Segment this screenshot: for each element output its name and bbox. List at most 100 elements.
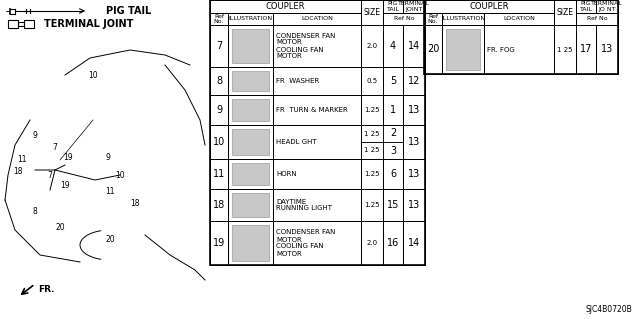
Text: 20: 20 bbox=[55, 224, 65, 233]
Text: 1.25: 1.25 bbox=[364, 171, 380, 177]
Text: 1: 1 bbox=[390, 105, 396, 115]
Bar bbox=[228, 221, 273, 265]
Bar bbox=[273, 67, 361, 95]
Text: ILLUSTRATION: ILLUSTRATION bbox=[441, 17, 485, 21]
Text: 7: 7 bbox=[216, 41, 222, 51]
Text: FR  TURN & MARKER: FR TURN & MARKER bbox=[276, 107, 348, 113]
Text: Ref
No.: Ref No. bbox=[214, 14, 224, 24]
Bar bbox=[210, 95, 228, 125]
Text: 2.0: 2.0 bbox=[367, 43, 378, 49]
Text: Ref No: Ref No bbox=[587, 17, 607, 21]
Text: COUPLER: COUPLER bbox=[266, 2, 305, 11]
Bar bbox=[232, 163, 269, 185]
Text: COUPLER: COUPLER bbox=[469, 2, 509, 11]
Bar bbox=[361, 221, 383, 265]
Bar bbox=[210, 67, 228, 95]
Bar bbox=[383, 0, 403, 13]
Bar bbox=[361, 0, 383, 25]
Text: TERMINAL
JOINT: TERMINAL JOINT bbox=[398, 1, 430, 12]
Bar bbox=[361, 95, 383, 125]
Bar bbox=[361, 25, 383, 67]
Text: 10: 10 bbox=[88, 70, 98, 79]
Text: 0.5: 0.5 bbox=[367, 78, 378, 84]
Text: HORN: HORN bbox=[276, 171, 296, 177]
Bar bbox=[228, 189, 273, 221]
Bar bbox=[424, 25, 442, 74]
Bar bbox=[273, 125, 361, 159]
Text: FR. FOG: FR. FOG bbox=[487, 47, 515, 53]
Text: 11: 11 bbox=[213, 169, 225, 179]
Bar bbox=[232, 129, 269, 155]
Bar bbox=[210, 25, 228, 67]
Bar bbox=[424, 13, 442, 25]
Bar bbox=[383, 142, 403, 159]
Bar bbox=[403, 25, 425, 67]
Text: 12: 12 bbox=[408, 76, 420, 86]
Bar bbox=[554, 25, 576, 74]
Bar bbox=[232, 29, 269, 63]
Text: CONDENSER FAN
MOTOR
COOLING FAN
MOTOR: CONDENSER FAN MOTOR COOLING FAN MOTOR bbox=[276, 33, 335, 60]
Text: PIG
TAIL: PIG TAIL bbox=[579, 1, 593, 12]
Text: 15: 15 bbox=[387, 200, 399, 210]
Bar bbox=[484, 25, 554, 74]
Bar bbox=[361, 159, 383, 189]
Text: PIG TAIL: PIG TAIL bbox=[106, 6, 151, 16]
Bar bbox=[484, 13, 554, 25]
Text: 8: 8 bbox=[33, 207, 37, 217]
Bar bbox=[228, 95, 273, 125]
Text: 7: 7 bbox=[52, 144, 58, 152]
Bar bbox=[383, 125, 403, 142]
Bar bbox=[403, 189, 425, 221]
Text: 1.25: 1.25 bbox=[364, 202, 380, 208]
Bar bbox=[576, 0, 596, 13]
Bar bbox=[8, 20, 18, 28]
Bar bbox=[228, 125, 273, 159]
Bar bbox=[383, 67, 403, 95]
Bar bbox=[210, 0, 361, 13]
Text: 13: 13 bbox=[408, 200, 420, 210]
Bar bbox=[210, 159, 228, 189]
Bar bbox=[273, 189, 361, 221]
Text: 13: 13 bbox=[601, 44, 613, 55]
Text: 13: 13 bbox=[408, 105, 420, 115]
Bar bbox=[210, 221, 228, 265]
Text: 18: 18 bbox=[213, 200, 225, 210]
Bar bbox=[273, 13, 361, 25]
Bar bbox=[210, 13, 228, 25]
Bar bbox=[576, 13, 618, 25]
Text: 2: 2 bbox=[390, 129, 396, 138]
Bar bbox=[446, 29, 480, 70]
Bar bbox=[210, 189, 228, 221]
Bar bbox=[403, 125, 425, 159]
Text: FR.: FR. bbox=[38, 286, 54, 294]
Text: TERMINAL JOINT: TERMINAL JOINT bbox=[44, 19, 133, 29]
Text: 19: 19 bbox=[60, 182, 70, 190]
Bar bbox=[210, 0, 425, 265]
Text: 11: 11 bbox=[17, 155, 27, 165]
Text: 6: 6 bbox=[390, 169, 396, 179]
Text: SJC4B0720B: SJC4B0720B bbox=[585, 306, 632, 315]
Text: 13: 13 bbox=[408, 169, 420, 179]
Text: Ref
No.: Ref No. bbox=[428, 14, 438, 24]
Bar bbox=[361, 189, 383, 221]
Text: SIZE: SIZE bbox=[364, 8, 381, 17]
Bar bbox=[554, 0, 576, 25]
Text: 18: 18 bbox=[131, 199, 140, 209]
Bar bbox=[424, 0, 554, 13]
Bar bbox=[210, 125, 228, 159]
Bar bbox=[383, 13, 425, 25]
Bar bbox=[232, 193, 269, 217]
Text: 10: 10 bbox=[115, 172, 125, 181]
Bar bbox=[576, 25, 596, 74]
Bar bbox=[273, 25, 361, 67]
Bar bbox=[403, 67, 425, 95]
Text: 2.0: 2.0 bbox=[367, 240, 378, 246]
Bar bbox=[383, 159, 403, 189]
Text: TERMINAL
JO NT: TERMINAL JO NT bbox=[591, 1, 623, 12]
Text: 16: 16 bbox=[387, 238, 399, 248]
Bar bbox=[442, 13, 484, 25]
Text: 14: 14 bbox=[408, 41, 420, 51]
Text: 19: 19 bbox=[63, 152, 73, 161]
Text: 7: 7 bbox=[47, 172, 52, 181]
Text: 8: 8 bbox=[216, 76, 222, 86]
